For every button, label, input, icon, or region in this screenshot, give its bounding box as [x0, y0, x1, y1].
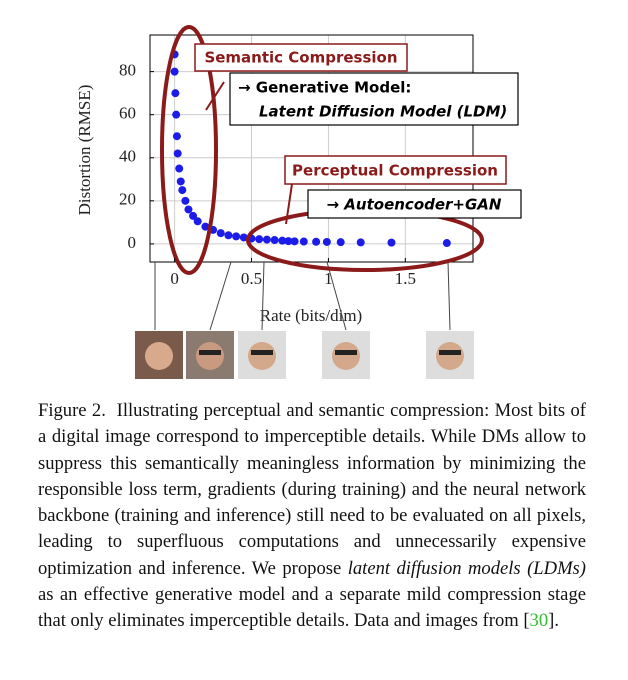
point [255, 235, 264, 244]
y-tick-label: 40 [119, 147, 136, 166]
x-tick-label: 0.5 [241, 269, 262, 288]
caption-emphasis: latent diffusion models (LDMs) [347, 557, 586, 579]
y-tick-label: 20 [119, 190, 136, 209]
point [172, 132, 181, 141]
point [184, 205, 193, 214]
x-axis-label: Rate (bits/dim) [260, 306, 362, 325]
point [299, 237, 308, 246]
point [270, 236, 279, 245]
caption-text: as an effective generative model and a s… [38, 584, 586, 632]
semantic-ellipse [160, 25, 218, 275]
caption-text: ]. [548, 610, 559, 632]
x-tick-label: 1 [324, 269, 333, 288]
point [356, 238, 365, 247]
point [176, 177, 185, 186]
y-tick-label: 0 [128, 233, 137, 252]
annotation: Latent Diffusion Model (LDM) [259, 103, 507, 121]
annotation-box [307, 189, 522, 219]
point [193, 217, 202, 226]
caption-text: Illustrating perceptual and semantic com… [38, 400, 586, 579]
arrow [205, 81, 225, 111]
point [171, 89, 180, 98]
point [290, 237, 299, 246]
figure: Rate (bits/dim) Distortion (RMSE) Semant… [75, 25, 522, 379]
annotation-box [194, 43, 408, 72]
point [312, 237, 321, 246]
point [232, 232, 241, 241]
y-tick-label: 80 [119, 61, 136, 80]
y-tick-label: 60 [119, 104, 136, 123]
point [239, 233, 248, 242]
point [175, 164, 184, 173]
point [170, 67, 179, 76]
y-axis-label: Distortion (RMSE) [75, 85, 94, 216]
annotation-box [284, 155, 507, 185]
caption-label: Figure 2. [38, 400, 106, 421]
point [262, 235, 271, 244]
arrow [285, 183, 293, 225]
x-tick-label: 0 [170, 269, 179, 288]
point [181, 196, 190, 205]
point [284, 237, 293, 246]
point [201, 222, 210, 231]
point [442, 239, 451, 248]
point [189, 211, 198, 220]
point [224, 231, 233, 240]
point [387, 238, 396, 247]
point [278, 236, 287, 245]
point [216, 229, 225, 238]
point [322, 237, 331, 246]
face-images [135, 331, 474, 379]
annotation-box [229, 72, 519, 126]
plot-frame [149, 34, 474, 263]
citation[interactable]: 30 [529, 610, 549, 632]
annotation: → Autoencoder+GAN [327, 196, 502, 214]
point [172, 110, 181, 119]
caption: Figure 2. Illustrating perceptual and se… [38, 398, 586, 635]
x-tick-label: 1.5 [395, 269, 416, 288]
point [336, 238, 345, 247]
point [173, 149, 182, 158]
annotation: Perceptual Compression [292, 162, 498, 180]
annotation: Semantic Compression [204, 49, 397, 67]
caption-text: We propose [251, 557, 342, 579]
annotation: → Generative Model: [238, 79, 411, 97]
point [178, 186, 187, 195]
connectors [154, 261, 451, 331]
